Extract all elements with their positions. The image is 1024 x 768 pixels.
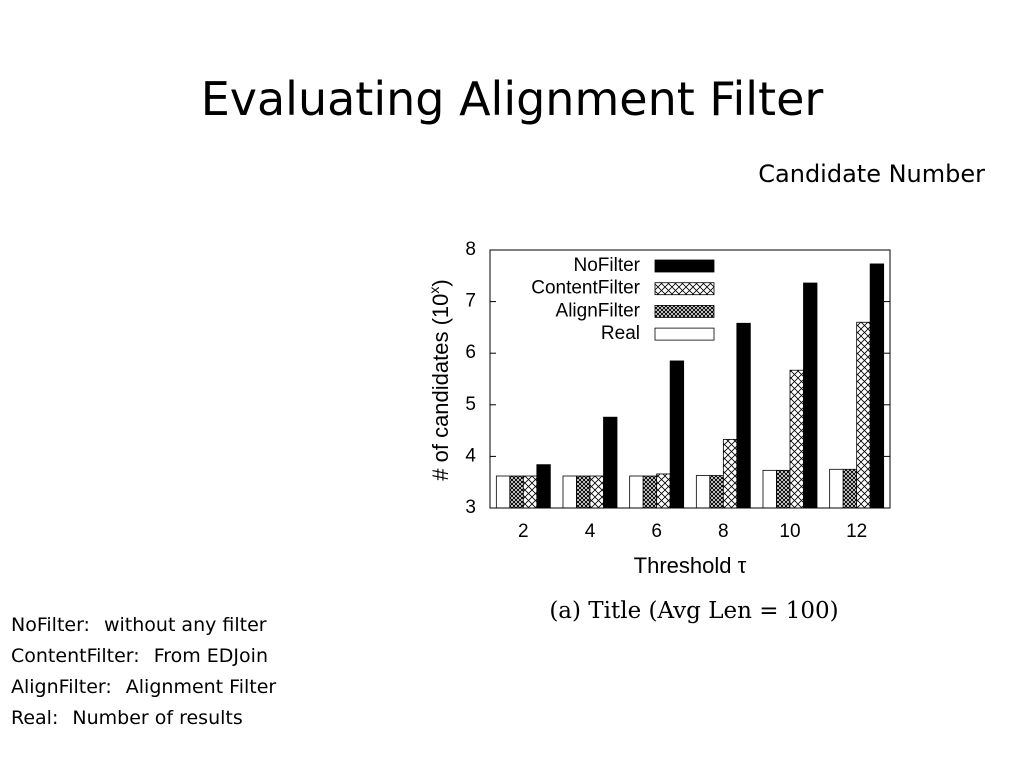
- x-tick-label: 2: [518, 521, 529, 542]
- bar: [789, 369, 804, 509]
- legend-label: ContentFilter: [531, 278, 640, 299]
- legend-label: NoFilter: [573, 255, 640, 276]
- caption: (a) Title (Avg Len = 100): [549, 598, 838, 624]
- bar: [522, 475, 538, 509]
- bar: [536, 464, 551, 509]
- legend-swatch: [654, 282, 715, 296]
- bar: [603, 416, 618, 509]
- bar: [589, 475, 604, 509]
- x-tick-label: 12: [846, 521, 867, 542]
- note: NoFilter: without any filter: [11, 614, 267, 636]
- bar: [776, 469, 791, 509]
- plot-frame: [489, 249, 891, 509]
- bar: [856, 321, 871, 509]
- bar: [709, 475, 724, 509]
- bar: [803, 282, 818, 509]
- note: AlignFilter: Alignment Filter: [11, 676, 276, 698]
- y-axis-label-part: x: [426, 287, 442, 294]
- note-term: AlignFilter:: [11, 676, 112, 698]
- y-tick-label: 4: [465, 445, 476, 466]
- legend-label: AlignFilter: [556, 300, 641, 321]
- note-term: NoFilter:: [11, 614, 90, 636]
- note-term: ContentFilter:: [11, 645, 140, 667]
- legend-swatch: [654, 327, 715, 341]
- y-axis-label: # of candidates (10x): [426, 279, 453, 480]
- bar: [736, 322, 751, 509]
- y-tick-label: 7: [465, 291, 476, 312]
- x-tick-label: 10: [779, 521, 800, 542]
- legend-swatch: [654, 304, 715, 318]
- chart: 3 4 5 6 7 8 2 4 6 8 10 12 NoFilterContentFilterAlign…: [426, 239, 891, 624]
- note-desc: Alignment Filter: [126, 676, 277, 698]
- bar: [642, 475, 658, 509]
- y-tick-label: 8: [465, 239, 476, 260]
- bar: [576, 475, 591, 509]
- y-tick-label: 6: [465, 342, 476, 363]
- bar: [869, 263, 885, 509]
- note: ContentFilter: From EDJoin: [11, 645, 268, 667]
- bar: [495, 475, 511, 509]
- x-axis-label: Threshold τ: [634, 553, 747, 578]
- note-desc: Number of results: [72, 707, 242, 729]
- y-axis-label-part: # of candidates (10: [428, 294, 453, 481]
- bar: [562, 475, 577, 509]
- y-tick-label: 3: [465, 497, 476, 518]
- legend-swatch: [654, 259, 715, 273]
- bar: [762, 469, 777, 509]
- bar: [669, 360, 685, 509]
- bar: [509, 475, 524, 509]
- note-desc: From EDJoin: [154, 645, 268, 667]
- bar: [695, 475, 711, 509]
- note-term: Real:: [11, 707, 58, 729]
- bar: [842, 468, 858, 509]
- slide-title: Evaluating Alignment Filter: [201, 72, 824, 126]
- x-tick-label: 4: [585, 521, 596, 542]
- legend-label: Real: [601, 323, 640, 344]
- note-desc: without any filter: [104, 614, 267, 636]
- bar: [656, 473, 671, 509]
- subtitle: Candidate Number: [758, 160, 985, 188]
- y-tick-label: 5: [465, 394, 476, 415]
- x-tick-label: 6: [651, 521, 662, 542]
- x-tick-label: 8: [718, 521, 729, 542]
- notes: NoFilter: without any filter ContentFilter…: [11, 614, 276, 729]
- bar: [629, 475, 644, 509]
- bar: [829, 468, 844, 509]
- y-axis-label-part: ): [428, 279, 453, 286]
- bar: [722, 438, 738, 509]
- note: Real: Number of results: [11, 707, 243, 729]
